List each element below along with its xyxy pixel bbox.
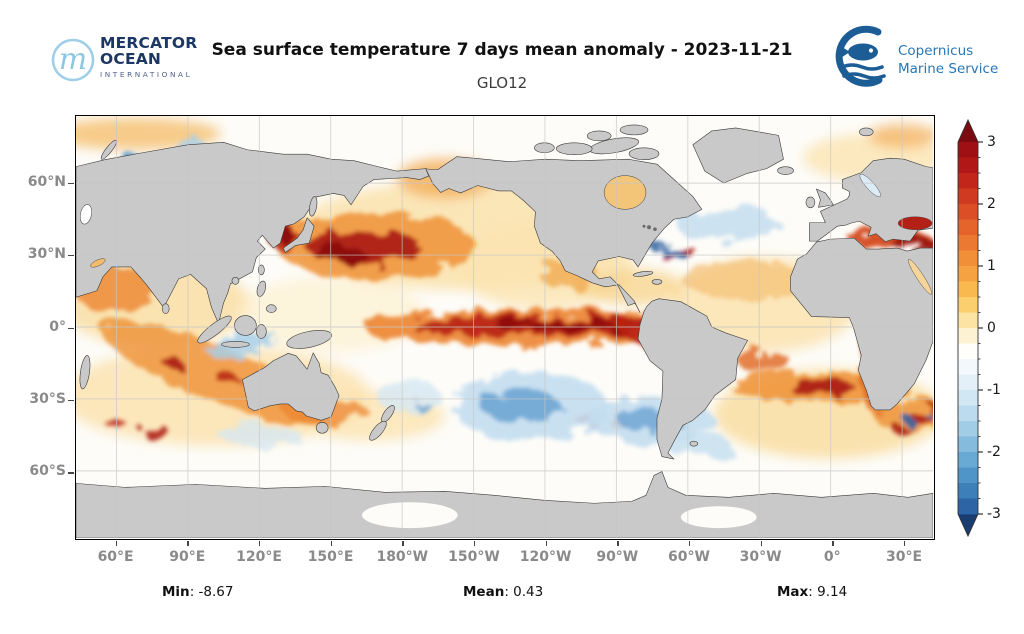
lon-tick-label: 150°W bbox=[448, 549, 500, 565]
lat-tick-mark bbox=[68, 182, 74, 184]
lon-tick-mark bbox=[832, 541, 834, 546]
lon-tick-mark bbox=[115, 541, 117, 546]
mercator-logo-line3: INTERNATIONAL bbox=[100, 69, 193, 79]
lon-tick-mark bbox=[402, 541, 404, 546]
inland-seas bbox=[79, 173, 933, 529]
colorbar-tick-label: -3 bbox=[987, 506, 1001, 522]
lon-tick-label: 180°W bbox=[376, 549, 429, 565]
landmass-australia bbox=[242, 352, 340, 421]
lon-tick-label: 90°W bbox=[596, 549, 639, 565]
lon-tick-label: 120°W bbox=[519, 549, 572, 565]
lon-tick-mark bbox=[330, 541, 332, 546]
stat-mean: Mean: 0.43 bbox=[463, 584, 544, 600]
mercator-monogram-icon: m bbox=[51, 38, 95, 82]
landmass-africa bbox=[790, 237, 933, 411]
lat-tick-label: 0° bbox=[49, 318, 66, 335]
copernicus-logo-line2: Marine Service bbox=[898, 61, 999, 78]
stat-max: Max: 9.14 bbox=[777, 584, 848, 600]
lat-tick-mark bbox=[68, 472, 74, 474]
landmass-japan bbox=[282, 217, 315, 253]
landmass-south-america bbox=[637, 298, 748, 460]
world-map-svg bbox=[76, 116, 933, 538]
lon-tick-label: 60°E bbox=[97, 549, 134, 565]
graticule bbox=[76, 116, 933, 538]
colorbar bbox=[957, 118, 983, 538]
lon-tick-label: 90°E bbox=[169, 549, 206, 565]
stat-min: Min: -8.67 bbox=[162, 584, 234, 600]
lon-tick-mark bbox=[760, 541, 762, 546]
copernicus-fish-icon bbox=[835, 25, 886, 87]
lat-tick-label: 30°S bbox=[29, 390, 66, 407]
copernicus-logo-line1: Copernicus bbox=[898, 43, 974, 59]
copernicus-marine-logo: Copernicus Marine Service bbox=[826, 22, 1016, 96]
lat-tick-label: 60°S bbox=[29, 463, 66, 480]
mercator-ocean-logo: m MERCATOR OCEAN INTERNATIONAL bbox=[50, 32, 200, 94]
colorbar-tick-label: 2 bbox=[987, 196, 996, 212]
landmass-eurasia bbox=[76, 142, 430, 324]
colorbar-tick-label: 1 bbox=[987, 258, 996, 274]
svg-text:m: m bbox=[59, 42, 87, 77]
lon-tick-mark bbox=[689, 541, 691, 546]
figure-subtitle: GLO12 bbox=[476, 74, 528, 92]
lat-tick-mark bbox=[68, 327, 74, 329]
colorbar-tick-label: 3 bbox=[987, 134, 996, 150]
landmass-greenland bbox=[692, 127, 784, 184]
mercator-logo-line1: MERCATOR bbox=[100, 34, 198, 52]
lon-tick-label: 150°E bbox=[307, 549, 354, 565]
lon-tick-mark bbox=[474, 541, 476, 546]
lat-tick-label: 60°N bbox=[27, 173, 66, 190]
lat-tick-mark bbox=[68, 399, 74, 402]
lon-tick-mark bbox=[545, 541, 547, 546]
landmass-uk bbox=[816, 188, 834, 208]
lon-tick-label: 0° bbox=[823, 549, 841, 565]
colorbar-tick-label: 0 bbox=[987, 320, 996, 336]
lon-tick-mark bbox=[259, 541, 261, 546]
lon-tick-mark bbox=[187, 541, 189, 546]
lon-tick-label: 30°W bbox=[739, 549, 782, 565]
colorbar-tick-label: -1 bbox=[987, 382, 1001, 398]
world-map-plot bbox=[75, 115, 935, 540]
lon-tick-label: 30°E bbox=[885, 549, 923, 565]
lat-tick-label: 30°N bbox=[27, 246, 66, 263]
lon-tick-label: 60°W bbox=[668, 549, 710, 565]
lon-tick-mark bbox=[617, 541, 619, 546]
mercator-logo-line2: OCEAN bbox=[100, 49, 162, 68]
lat-tick-mark bbox=[68, 255, 74, 257]
lon-tick-mark bbox=[904, 541, 906, 546]
lon-tick-label: 120°E bbox=[236, 549, 282, 565]
figure-title: Sea surface temperature 7 days mean anom… bbox=[211, 40, 793, 60]
colorbar-tick-label: -2 bbox=[987, 444, 1001, 460]
